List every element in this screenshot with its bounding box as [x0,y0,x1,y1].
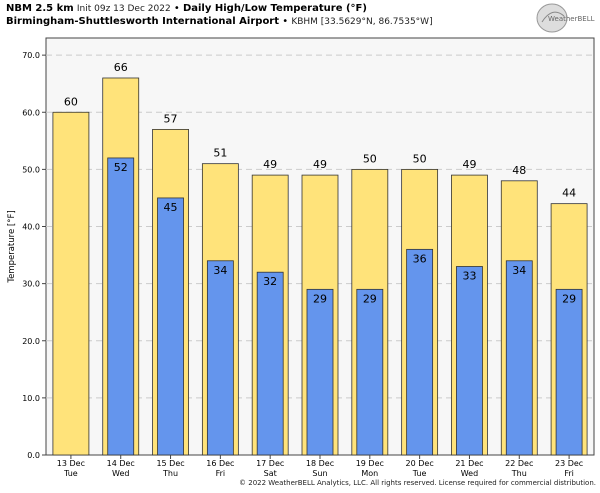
y-tick-label: 70.0 [22,51,40,60]
x-tick-label-date: 21 Dec [455,459,483,468]
low-bar [157,197,184,456]
high-label: 48 [512,164,526,177]
x-tick-label-date: 16 Dec [206,459,234,468]
high-label: 51 [213,147,227,160]
x-tick-label-date: 13 Dec [57,459,85,468]
low-bar [206,260,234,456]
title-line-1: NBM 2.5 km Init 09z 13 Dec 2022 • Daily … [6,3,367,14]
svg-text:WeatherBELL: WeatherBELL [548,15,595,23]
high-label: 57 [164,112,178,125]
low-label: 52 [114,161,128,174]
low-bar [256,271,284,456]
y-axis-label: Temperature [°F] [7,210,17,283]
y-tick-label: 50.0 [22,165,40,174]
model-name: NBM 2.5 km [6,3,74,14]
x-tick-label-date: 22 Dec [505,459,533,468]
low-bar [356,288,384,456]
plot: 0.0 10.0 20.0 30.0 40.0 50.0 60.0 70.0 Temperatu… [7,37,595,478]
low-label: 29 [313,292,327,305]
x-tick-label-day: Thu [162,469,178,478]
y-tick-label: 60.0 [22,108,40,117]
y-tick-label: 30.0 [22,280,40,289]
separator: • [282,16,289,27]
high-label: 66 [114,61,128,74]
y-tick-label: 20.0 [22,337,40,346]
low-bar [107,157,135,456]
init-time: Init 09z 13 Dec 2022 [76,4,171,14]
x-tick-label-day: Wed [461,469,478,478]
low-label: 45 [164,201,178,214]
low-label: 34 [512,264,526,277]
station-info: KBHM [33.5629°N, 86.7535°W] [291,17,433,27]
high-bar [52,111,90,456]
x-tick-label-day: Sun [312,469,327,478]
low-label: 33 [462,269,476,282]
x-tick-label-day: Thu [511,469,527,478]
x-tick-label-day: Tue [412,469,427,478]
x-tick-label-day: Sat [264,469,277,478]
high-label: 49 [263,158,277,171]
low-label: 29 [363,292,377,305]
x-tick-label-day: Fri [564,469,574,478]
y-tick-label: 40.0 [22,223,40,232]
low-label: 29 [562,292,576,305]
title-line-2: Birmingham-Shuttlesworth International A… [6,16,433,27]
low-bar [306,288,334,456]
high-label: 44 [562,187,576,200]
station-name: Birmingham-Shuttlesworth International A… [6,16,280,27]
high-label: 50 [413,152,427,165]
y-tick-label: 10.0 [22,394,40,403]
x-tick-label-date: 14 Dec [107,459,135,468]
high-label: 49 [313,158,327,171]
product-title: Daily High/Low Temperature (°F) [182,3,367,14]
low-label: 32 [263,275,277,288]
low-bar [555,288,583,456]
low-bar [505,260,533,456]
copyright-footer: © 2022 WeatherBELL Analytics, LLC. All r… [239,479,596,487]
x-tick-label-day: Fri [216,469,226,478]
x-tick-label-date: 17 Dec [256,459,284,468]
low-bar [406,248,434,456]
x-tick-label-date: 20 Dec [406,459,434,468]
x-tick-label-day: Mon [361,469,378,478]
low-bar [456,266,483,456]
low-label: 36 [413,252,427,265]
weatherbell-logo: WeatherBELL [536,3,595,33]
high-label: 49 [462,158,476,171]
x-tick-label-date: 15 Dec [156,459,184,468]
x-tick-label-date: 23 Dec [555,459,583,468]
low-label: 34 [213,264,227,277]
x-tick-label-date: 18 Dec [306,459,334,468]
separator: • [173,3,180,14]
y-tick-label: 0.0 [27,451,40,460]
x-tick-label-day: Wed [112,469,129,478]
x-tick-label-date: 19 Dec [356,459,384,468]
high-label: 50 [363,152,377,165]
x-tick-label-day: Tue [63,469,78,478]
high-label: 60 [64,95,78,108]
